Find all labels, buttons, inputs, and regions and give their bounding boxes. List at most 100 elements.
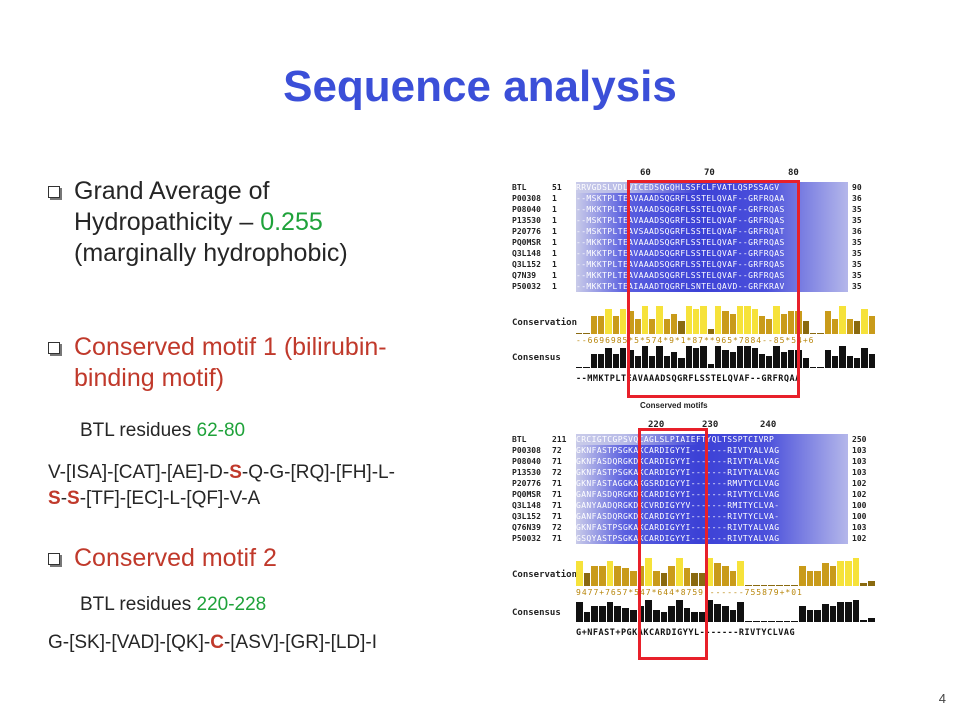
- residues-label: BTL residues: [80, 594, 197, 615]
- conservation-label: Conservation: [512, 570, 578, 580]
- bar: [706, 600, 714, 622]
- bar: [831, 318, 839, 334]
- bar: [745, 584, 752, 586]
- bar: [634, 356, 641, 368]
- bar: [751, 348, 758, 368]
- bullet-hydropathicity: Grand Average of Hydropathicity – 0.255 …: [48, 176, 348, 269]
- row-pos: 1: [552, 249, 557, 258]
- row-pos: 211: [552, 435, 567, 444]
- row-pos: 1: [552, 260, 557, 269]
- row-name: P50032: [512, 282, 541, 291]
- ruler-label: 70: [704, 168, 715, 178]
- bar: [752, 584, 760, 586]
- row-pos: 71: [552, 501, 562, 510]
- alignment-panel-top: 60 70 80 BTL 51 RRVGDSLVDLVICEDSQGQHLSSFCL…: [512, 168, 892, 388]
- bar: [605, 308, 612, 334]
- row-pos: 71: [552, 479, 562, 488]
- bar: [678, 321, 685, 334]
- bar: [775, 584, 783, 586]
- bar: [773, 306, 780, 334]
- bar: [817, 366, 824, 368]
- bar: [846, 356, 853, 368]
- row-pos: 1: [552, 227, 557, 236]
- bar: [736, 346, 744, 368]
- row-name: P20776: [512, 479, 541, 488]
- row-name: P08040: [512, 205, 541, 214]
- bar: [622, 568, 629, 586]
- consensus-label: Consensus: [512, 608, 561, 618]
- motif-2-highlight-box: [638, 428, 708, 660]
- bar: [766, 356, 773, 368]
- alignment-row: P50032 1 --MKKTPLTEAIAAADTQGRFLSNTELQAVD--…: [512, 281, 892, 292]
- bar: [729, 313, 736, 334]
- bullet-text: Grand Average of: [74, 177, 270, 205]
- row-name: P13530: [512, 216, 541, 225]
- bar: [824, 350, 831, 368]
- bar: [751, 308, 758, 334]
- bar: [706, 558, 714, 586]
- bar: [691, 573, 698, 586]
- alignment-row: P20776 1 --MSKTPLTEAVSAADSQGRFLSSTELQVAF--…: [512, 226, 892, 237]
- bar: [837, 602, 845, 622]
- row-end: 103: [852, 468, 867, 477]
- alignment-row: P13530 1 --MSKTPLTEAVAAADSQGRFLSSTELQVAF--…: [512, 215, 892, 226]
- row-name: PQ0MSR: [512, 238, 541, 247]
- row-end: 250: [852, 435, 867, 444]
- bar: [612, 354, 619, 368]
- alignment-row: PQ0MSR 1 --MKKTPLTEAVAAADSQGRFLSSTELQVAF--…: [512, 237, 892, 248]
- bar: [768, 584, 775, 586]
- bar: [663, 318, 671, 334]
- row-seq: GSQYASTPSGKAKCARDIGYYI-------RIVTYALVAG: [576, 533, 848, 544]
- alignment-row: Q76N39 72 GKNFASTPSGKAKCARDIGYYI-------RIV…: [512, 522, 892, 533]
- row-pos: 71: [552, 512, 562, 521]
- gravy-value: 0.255: [260, 208, 323, 236]
- bar: [656, 346, 663, 368]
- callout-label: Conserved motifs: [640, 401, 708, 410]
- row-seq: GKNFASTAGGKAKGSRDIGYYI-------RMVTYCLVAG: [576, 478, 848, 489]
- bar: [707, 364, 714, 368]
- row-name: P20776: [512, 227, 541, 236]
- motif-text: G-[SK]-[VAD]-[QK]-: [48, 632, 211, 653]
- consensus-sequence: G+NFAST+PGKAKCARDIGYYL-------RIVTYCLVAG: [576, 628, 796, 638]
- row-end: 102: [852, 479, 867, 488]
- bar: [591, 606, 599, 622]
- row-seq: --MKKTPLTEAVAAADSQGRFLSSTELQVAF--GRFRQAS: [576, 248, 848, 259]
- row-seq: --MSKTPLTEAVAAADSQGRFLSSTELQVAF--GRFRQAA: [576, 193, 848, 204]
- bar: [671, 313, 678, 334]
- motif-1-residues: BTL residues 62-80: [80, 420, 245, 442]
- bar: [780, 352, 788, 368]
- bar: [822, 604, 829, 622]
- row-pos: 71: [552, 490, 562, 499]
- bar: [707, 328, 714, 334]
- bullet-text: Hydropathicity –: [74, 208, 261, 236]
- alignment-row: Q7N39 1 --MKKTPLTEAVAAADSQGRFLSSTELQVAF--G…: [512, 270, 892, 281]
- bar: [722, 565, 729, 586]
- motif-text: -Q-G-[RQ]-[FH]-L-: [241, 462, 395, 483]
- motif-text: -: [60, 488, 68, 509]
- row-name: BTL: [512, 183, 527, 192]
- bar: [829, 606, 837, 622]
- bar: [802, 321, 809, 334]
- bar: [853, 358, 861, 368]
- bar: [722, 311, 729, 334]
- bar: [783, 584, 791, 586]
- bar: [627, 311, 634, 334]
- bar: [590, 354, 597, 368]
- bar: [714, 604, 722, 622]
- bar: [775, 620, 783, 622]
- bar: [806, 570, 814, 586]
- bar: [685, 346, 692, 368]
- bar: [656, 306, 663, 334]
- alignment-row: P08040 71 GKNFASDQRGKDKCARDIGYYI-------RIV…: [512, 456, 892, 467]
- row-end: 36: [852, 194, 862, 203]
- square-bullet-icon: [48, 553, 60, 565]
- bar: [737, 560, 745, 586]
- row-end: 35: [852, 271, 862, 280]
- row-pos: 1: [552, 238, 557, 247]
- bar: [737, 602, 745, 622]
- bar: [780, 313, 788, 334]
- bar: [597, 316, 605, 334]
- alignment-row: P13530 72 GKNFASTPSGKAKCARDIGYYI-------RIV…: [512, 467, 892, 478]
- bar: [760, 584, 768, 586]
- bar: [861, 348, 868, 368]
